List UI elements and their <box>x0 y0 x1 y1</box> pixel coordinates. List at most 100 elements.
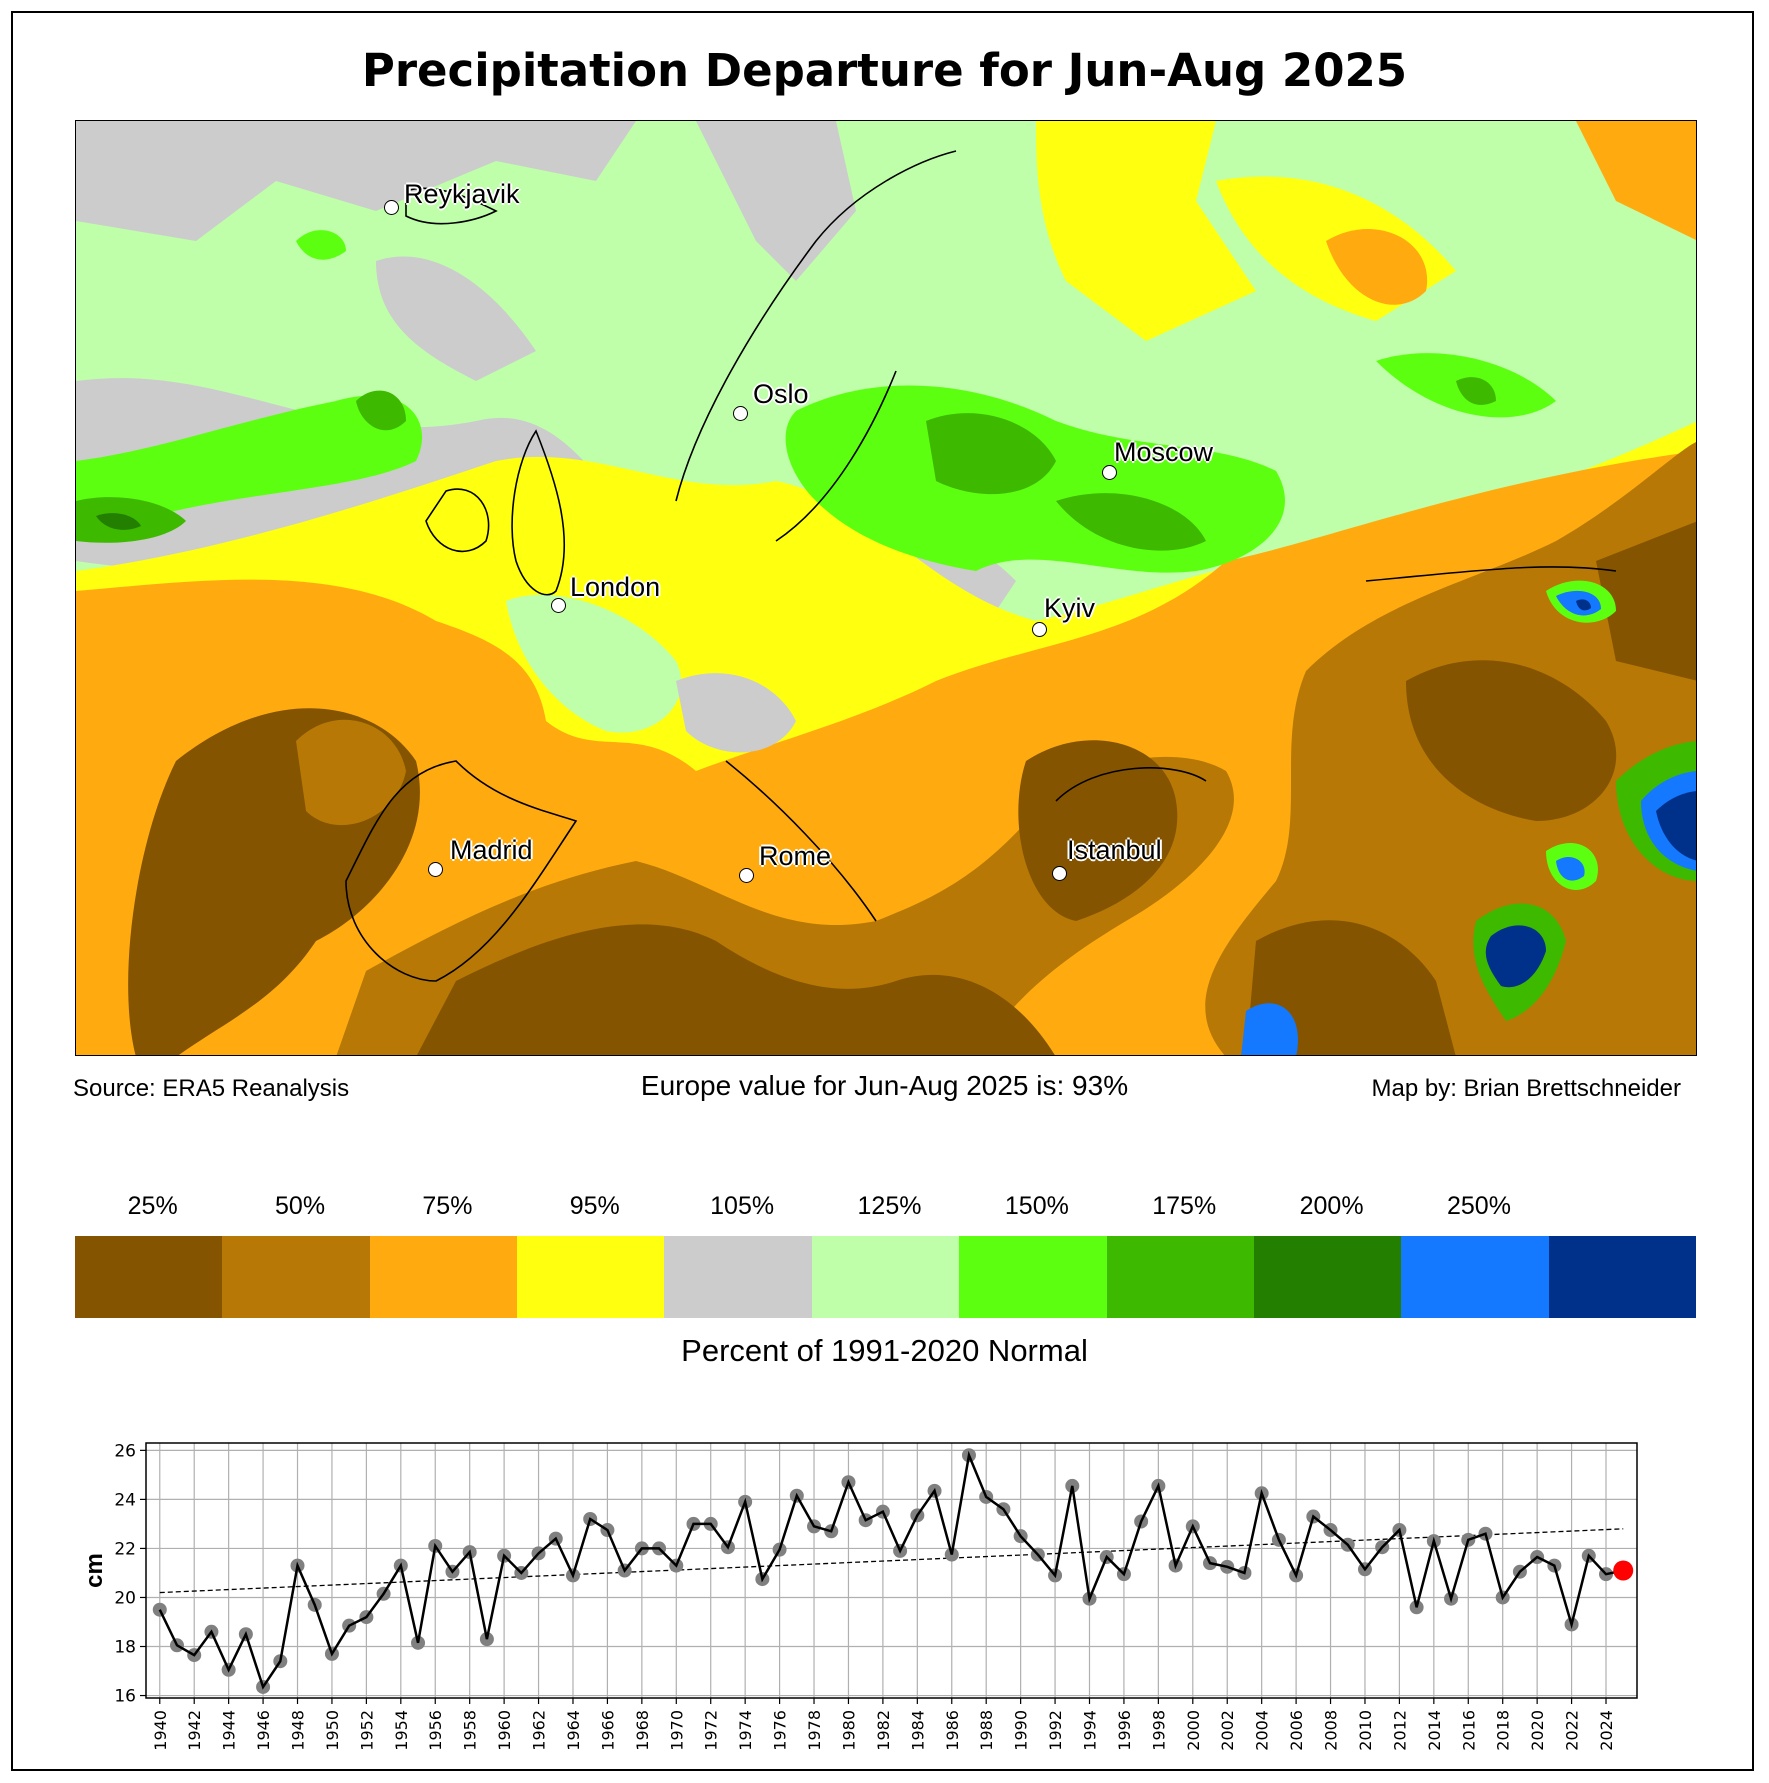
x-tick-label: 2024 <box>1597 1710 1616 1751</box>
colorbar-label: 175% <box>1152 1192 1217 1220</box>
x-tick-label: 2022 <box>1563 1710 1582 1751</box>
x-tick-label: 1994 <box>1080 1710 1099 1751</box>
x-tick-label: 1960 <box>495 1710 514 1751</box>
colorbar-swatch <box>75 1236 223 1318</box>
source-text: Source: ERA5 Reanalysis <box>73 1075 350 1102</box>
x-tick-label: 1940 <box>151 1710 170 1751</box>
x-tick-label: 2016 <box>1459 1710 1478 1751</box>
x-tick-label: 2012 <box>1390 1710 1409 1751</box>
x-tick-label: 2018 <box>1494 1710 1513 1751</box>
x-tick-label: 1990 <box>1012 1710 1031 1751</box>
city-marker-istanbul <box>1052 866 1067 881</box>
credit-text: Map by: Brian Brettschneider <box>1371 1075 1681 1102</box>
x-tick-label: 1958 <box>461 1710 480 1751</box>
y-tick-label: 18 <box>114 1638 136 1658</box>
colorbar-label: 150% <box>1004 1192 1069 1220</box>
highlight-point-2025 <box>1613 1560 1634 1581</box>
x-tick-label: 1974 <box>736 1710 755 1751</box>
colorbar-swatch <box>1401 1236 1549 1318</box>
x-tick-label: 1980 <box>839 1710 858 1751</box>
map-fill <box>76 121 1696 1055</box>
city-label-reykjavik: Reykjavik <box>404 179 520 209</box>
colorbar-label: 25% <box>127 1192 178 1220</box>
x-tick-label: 1942 <box>185 1710 204 1751</box>
colorbar-swatch <box>959 1236 1107 1318</box>
x-tick-label: 2002 <box>1218 1710 1237 1751</box>
x-tick-label: 1954 <box>392 1710 411 1751</box>
x-tick-label: 1964 <box>564 1710 583 1751</box>
colorbar-swatch <box>1253 1236 1402 1318</box>
colorbar-swatch <box>664 1236 812 1318</box>
city-label-istanbul: Istanbul <box>1067 835 1162 865</box>
colorbar-label: 75% <box>422 1192 473 1220</box>
y-tick-label: 16 <box>114 1687 136 1707</box>
series-line <box>158 1450 1624 1690</box>
y-tick-label: 22 <box>114 1539 136 1559</box>
page-title: Precipitation Departure for Jun-Aug 2025 <box>361 44 1408 97</box>
x-tick-label: 1962 <box>530 1710 549 1751</box>
city-marker-madrid <box>428 862 443 877</box>
x-tick-label: 1978 <box>805 1710 824 1751</box>
x-tick-label: 1988 <box>977 1710 996 1751</box>
colorbar-swatch <box>1106 1236 1254 1318</box>
colorbar-label: 50% <box>275 1192 326 1220</box>
time-series-chart: 1940 1942 1944 1946 1948 1950 1952 1954 1956 1958… <box>81 1441 1638 1751</box>
city-marker-reykjavik <box>384 200 399 215</box>
x-tick-label: 1948 <box>289 1710 308 1751</box>
city-label-madrid: Madrid <box>450 835 533 865</box>
plot-frame <box>145 1442 1638 1699</box>
data-point <box>152 1602 167 1617</box>
x-tick-label: 1972 <box>702 1710 721 1751</box>
x-tick-label: 1946 <box>254 1710 273 1751</box>
x-tick-label: 1966 <box>598 1710 617 1751</box>
colorbar-swatch <box>222 1236 370 1318</box>
colorbar <box>75 1236 1696 1318</box>
precipitation-map: Reykjavik Oslo Moscow London Kyiv Madrid… <box>75 120 1697 1056</box>
x-tick-label: 1982 <box>874 1710 893 1751</box>
y-axis-label: cm <box>81 1553 108 1588</box>
city-marker-oslo <box>733 406 748 421</box>
x-tick-label: 1992 <box>1046 1710 1065 1751</box>
x-tick-label: 1944 <box>220 1710 239 1751</box>
x-tick-label: 1956 <box>426 1710 445 1751</box>
colorbar-swatch <box>369 1236 518 1318</box>
x-tick-label: 2006 <box>1287 1710 1306 1751</box>
colorbar-swatch <box>811 1236 960 1318</box>
x-tick-label: 1998 <box>1149 1710 1168 1751</box>
x-tick-label: 1968 <box>633 1710 652 1751</box>
colorbar-label: 95% <box>569 1192 620 1220</box>
colorbar-labels: 25% 50% 75% 95% 105% 125% 150% 175% 200% 250% <box>0 1192 1769 1224</box>
city-label-kyiv: Kyiv <box>1044 593 1096 623</box>
colorbar-label: 250% <box>1446 1192 1511 1220</box>
city-label-oslo: Oslo <box>753 379 809 409</box>
x-tick-label: 2000 <box>1184 1710 1203 1751</box>
x-tick-label: 2004 <box>1253 1710 1272 1751</box>
city-marker-moscow <box>1102 465 1117 480</box>
europe-value-text: Europe value for Jun-Aug 2025 is: 93% <box>640 1070 1129 1101</box>
city-marker-london <box>551 598 566 613</box>
colorbar-label: 105% <box>710 1192 775 1220</box>
city-marker-kyiv <box>1032 622 1047 637</box>
x-tick-label: 1970 <box>667 1710 686 1751</box>
x-tick-label: 1976 <box>771 1710 790 1751</box>
x-tick-label: 2014 <box>1425 1710 1444 1751</box>
colorbar-swatch <box>517 1236 665 1318</box>
x-tick-label: 2010 <box>1356 1710 1375 1751</box>
x-tick-label: 2020 <box>1528 1710 1547 1751</box>
colorbar-label: 125% <box>857 1192 922 1220</box>
y-tick-label: 20 <box>114 1588 136 1608</box>
x-tick-label: 1950 <box>323 1710 342 1751</box>
colorbar-swatch <box>1548 1236 1696 1318</box>
x-tick-label: 1986 <box>943 1710 962 1751</box>
city-label-rome: Rome <box>759 841 832 871</box>
x-tick-label: 1952 <box>357 1710 376 1751</box>
city-label-london: London <box>570 572 661 602</box>
x-tick-label: 1996 <box>1115 1710 1134 1751</box>
y-tick-label: 24 <box>114 1490 136 1510</box>
city-label-moscow: Moscow <box>1114 437 1214 467</box>
city-marker-rome <box>739 868 754 883</box>
trend-line <box>159 1528 1624 1594</box>
figure-border <box>11 11 1754 1771</box>
colorbar-title: Percent of 1991-2020 Normal <box>681 1333 1088 1368</box>
colorbar-label: 200% <box>1299 1192 1364 1220</box>
